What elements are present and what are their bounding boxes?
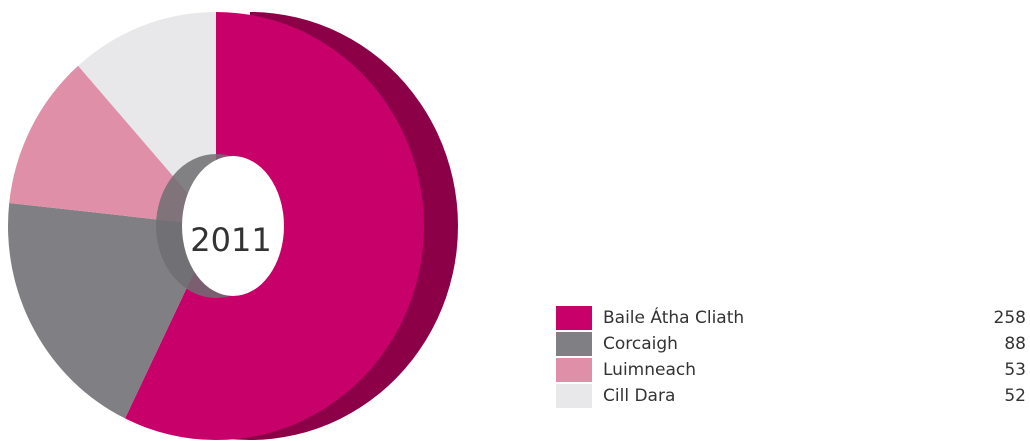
legend-value: 52 [1004, 386, 1026, 406]
legend-item: Baile Átha Cliath 258 [556, 306, 1026, 330]
donut-slices [7, 12, 424, 440]
legend-label: Baile Átha Cliath [603, 308, 745, 328]
legend-swatch [556, 332, 592, 356]
legend-swatch [556, 306, 592, 330]
donut-hole [156, 154, 284, 298]
legend-swatch [556, 384, 592, 408]
legend-swatch [556, 358, 592, 382]
legend-item: Luimneach 53 [556, 358, 1026, 382]
donut-chart: 2011 [7, 12, 458, 440]
legend-label: Cill Dara [603, 386, 676, 406]
legend-item: Corcaigh 88 [556, 332, 1026, 356]
pie-slice [9, 65, 217, 227]
legend: Baile Átha Cliath 258 Corcaigh 88 Luimne… [556, 306, 1026, 410]
legend-value: 258 [993, 308, 1026, 328]
legend-value: 53 [1004, 360, 1026, 380]
legend-value: 88 [1004, 334, 1026, 354]
center-label: 2011 [190, 221, 271, 259]
legend-label: Corcaigh [603, 334, 678, 354]
legend-label: Luimneach [603, 360, 697, 380]
donut-hole-opening [182, 156, 284, 296]
legend-item: Cill Dara 52 [556, 384, 1026, 408]
